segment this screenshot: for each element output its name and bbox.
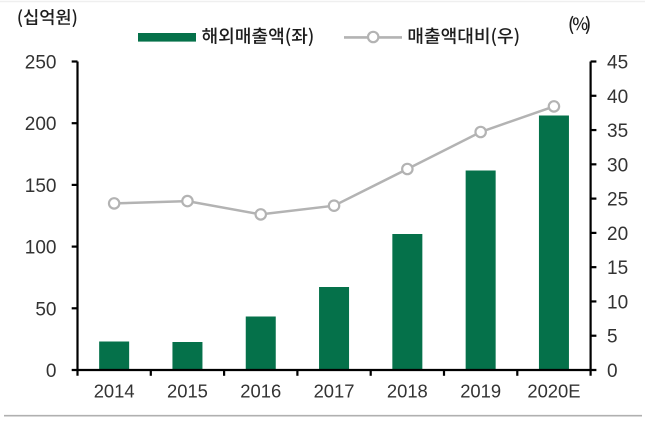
svg-text:20: 20 <box>607 224 628 245</box>
svg-text:30: 30 <box>607 155 628 176</box>
svg-text:2016: 2016 <box>240 381 281 402</box>
svg-text:100: 100 <box>25 238 57 259</box>
svg-text:2014: 2014 <box>94 381 135 402</box>
svg-text:200: 200 <box>25 114 57 135</box>
svg-text:25: 25 <box>607 190 628 211</box>
svg-text:10: 10 <box>607 292 628 313</box>
svg-text:35: 35 <box>607 121 628 142</box>
svg-text:40: 40 <box>607 87 628 108</box>
svg-text:150: 150 <box>25 176 57 197</box>
svg-text:0: 0 <box>46 361 57 382</box>
svg-text:2015: 2015 <box>167 381 208 402</box>
svg-text:2019: 2019 <box>460 381 501 402</box>
svg-text:50: 50 <box>35 299 56 320</box>
svg-text:5: 5 <box>607 327 618 348</box>
svg-text:2020E: 2020E <box>527 381 580 402</box>
svg-text:250: 250 <box>25 53 57 74</box>
svg-text:0: 0 <box>607 361 618 382</box>
svg-text:2017: 2017 <box>314 381 355 402</box>
svg-text:15: 15 <box>607 258 628 279</box>
svg-text:2018: 2018 <box>387 381 428 402</box>
svg-text:45: 45 <box>607 53 628 74</box>
